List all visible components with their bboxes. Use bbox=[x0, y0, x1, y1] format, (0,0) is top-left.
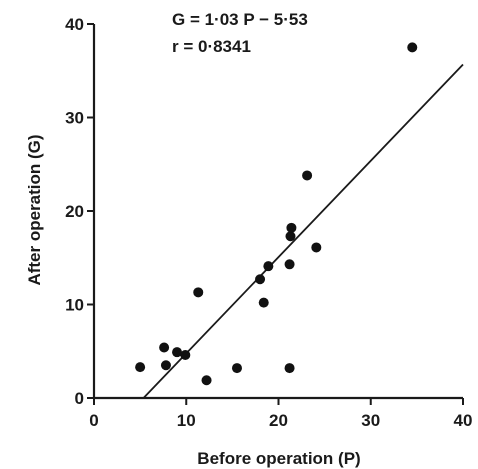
data-point bbox=[285, 231, 296, 242]
x-tick-label: 40 bbox=[454, 411, 473, 430]
x-axis-label: Before operation (P) bbox=[197, 449, 360, 468]
y-tick-label: 0 bbox=[75, 389, 84, 408]
data-point bbox=[284, 363, 295, 374]
data-point bbox=[284, 259, 295, 270]
x-tick-label: 30 bbox=[361, 411, 380, 430]
data-point bbox=[286, 222, 297, 233]
data-point bbox=[135, 362, 146, 373]
y-tick-label: 10 bbox=[65, 296, 84, 315]
data-point bbox=[180, 349, 191, 360]
data-point bbox=[311, 242, 322, 253]
y-tick-label: 20 bbox=[65, 202, 84, 221]
data-point bbox=[263, 261, 274, 272]
data-point bbox=[407, 42, 418, 53]
ticks: 0 10 20 30 40 0 10 20 30 40 bbox=[65, 15, 472, 430]
data-point bbox=[231, 363, 242, 374]
data-point bbox=[255, 274, 266, 285]
data-point bbox=[201, 375, 212, 386]
data-point bbox=[159, 342, 170, 353]
data-point bbox=[160, 360, 171, 371]
data-point bbox=[193, 287, 204, 298]
y-tick-label: 40 bbox=[65, 15, 84, 34]
data-points bbox=[135, 42, 418, 386]
x-tick-label: 0 bbox=[89, 411, 98, 430]
data-point bbox=[172, 347, 183, 358]
data-point bbox=[302, 170, 313, 181]
x-tick-label: 20 bbox=[269, 411, 288, 430]
equation-annotation: G = 1·03 P − 5·53 bbox=[172, 10, 308, 29]
axes bbox=[92, 24, 463, 400]
data-point bbox=[258, 297, 269, 308]
regression-line bbox=[142, 63, 464, 399]
y-axis-label: After operation (G) bbox=[25, 134, 44, 285]
correlation-annotation: r = 0·8341 bbox=[172, 37, 251, 56]
x-tick-label: 10 bbox=[177, 411, 196, 430]
y-tick-label: 30 bbox=[65, 109, 84, 128]
